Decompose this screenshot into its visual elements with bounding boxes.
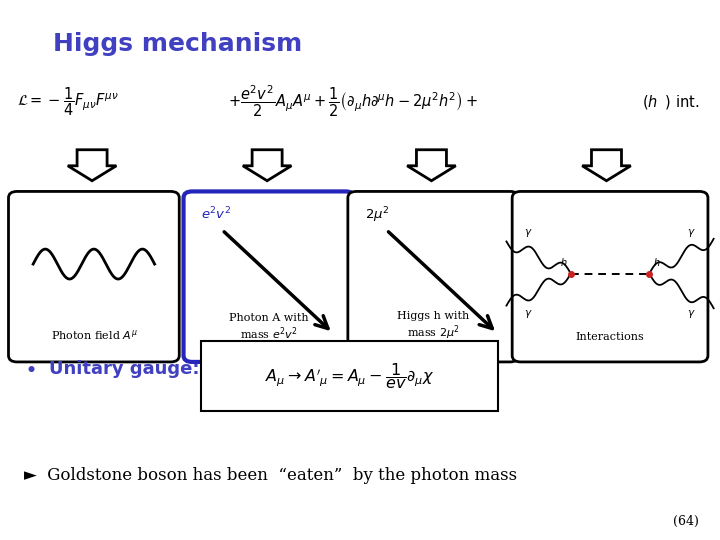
FancyArrow shape (582, 150, 631, 181)
Text: $h$: $h$ (653, 256, 660, 268)
Text: Unitary gauge:: Unitary gauge: (49, 360, 199, 378)
Text: Higgs mechanism: Higgs mechanism (53, 32, 302, 56)
FancyBboxPatch shape (512, 192, 708, 362)
Text: $\bullet$: $\bullet$ (24, 359, 36, 379)
FancyBboxPatch shape (348, 192, 518, 362)
Text: $(h\;\;)$ int.: $(h\;\;)$ int. (642, 93, 700, 111)
Text: $\mathcal{L} = -\dfrac{1}{4}F_{\mu\nu}F^{\mu\nu}$: $\mathcal{L} = -\dfrac{1}{4}F_{\mu\nu}F^… (17, 85, 119, 118)
FancyArrow shape (243, 150, 292, 181)
Text: $\gamma$: $\gamma$ (687, 227, 696, 239)
FancyArrow shape (407, 150, 456, 181)
Text: $A_\mu \rightarrow A'_\mu = A_\mu - \dfrac{1}{ev}\partial_\mu\chi$: $A_\mu \rightarrow A'_\mu = A_\mu - \dfr… (264, 361, 434, 390)
Text: ►  Goldstone boson has been  “eaten”  by the photon mass: ► Goldstone boson has been “eaten” by th… (24, 467, 518, 484)
Text: Higgs h with
mass $2\mu^2$: Higgs h with mass $2\mu^2$ (397, 311, 469, 342)
Text: Interactions: Interactions (576, 332, 644, 342)
Text: (64): (64) (673, 515, 699, 528)
Text: $h$: $h$ (559, 256, 567, 268)
FancyBboxPatch shape (201, 341, 498, 410)
FancyBboxPatch shape (184, 192, 354, 362)
FancyArrow shape (68, 150, 117, 181)
Text: $e^2v^2$: $e^2v^2$ (201, 206, 231, 222)
FancyBboxPatch shape (9, 192, 179, 362)
Text: Photon field $A^\mu$: Photon field $A^\mu$ (50, 328, 138, 342)
Text: $2\mu^2$: $2\mu^2$ (365, 206, 390, 226)
Text: Photon A with
mass $e^2v^2$: Photon A with mass $e^2v^2$ (229, 313, 309, 342)
Text: $\gamma$: $\gamma$ (524, 227, 533, 239)
Text: $\gamma$: $\gamma$ (687, 308, 696, 320)
Text: $+\dfrac{e^2v^2}{2}A_\mu A^\mu+\dfrac{1}{2}\left(\partial_\mu h\partial^\mu h-2\: $+\dfrac{e^2v^2}{2}A_\mu A^\mu+\dfrac{1}… (228, 84, 478, 119)
Text: $\gamma$: $\gamma$ (524, 308, 533, 320)
